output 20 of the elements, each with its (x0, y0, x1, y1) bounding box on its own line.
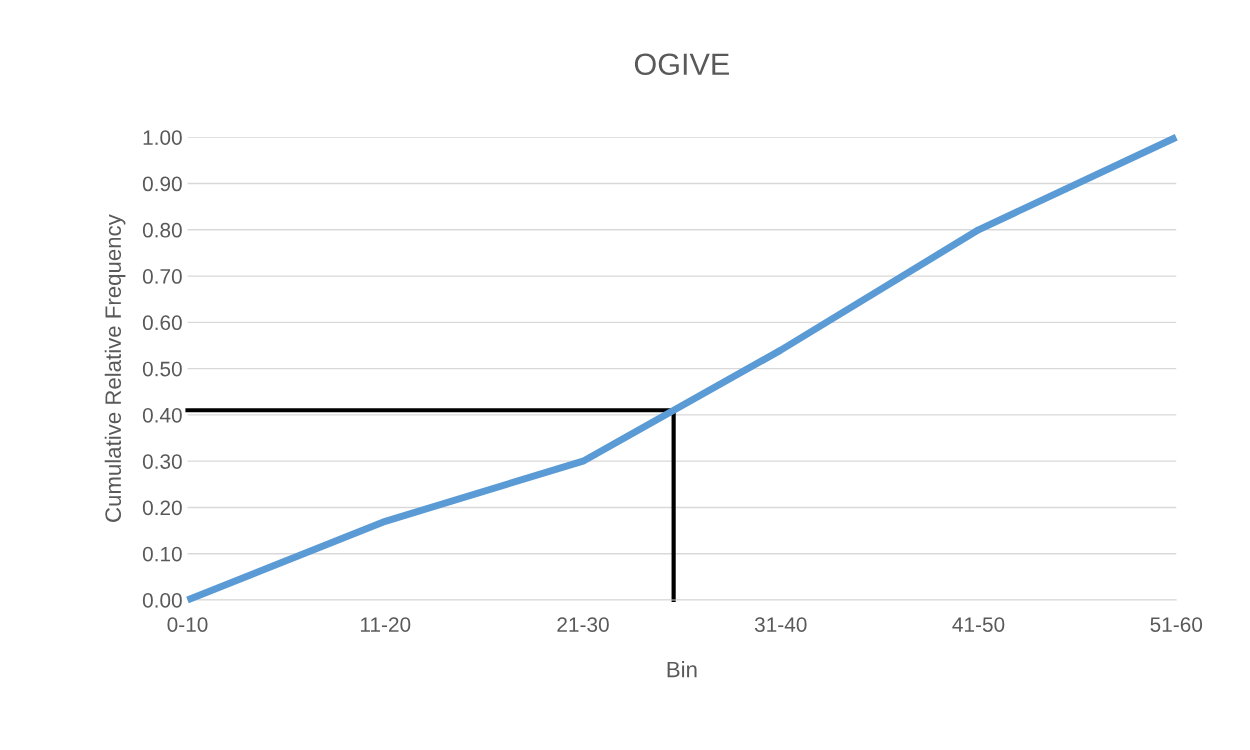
y-tick-label: 0.90 (142, 176, 182, 192)
y-tick-label: 0.30 (142, 454, 182, 469)
y-tick-label: 0.70 (142, 269, 182, 284)
y-tick-label: 0.00 (142, 593, 182, 608)
y-tick-label: 0.60 (142, 315, 182, 331)
x-tick-label: 51-60 (1150, 617, 1203, 632)
x-tick-label: 11-20 (360, 617, 411, 632)
y-tick-label: 1.00 (143, 130, 182, 145)
y-tick-label: 0.20 (142, 500, 182, 516)
y-tick-label: 0.50 (142, 361, 182, 377)
y-axis-title: Cumulative Relative Frequency (104, 214, 126, 522)
y-tick-label: 0.40 (142, 407, 182, 423)
x-tick-label: 21-30 (557, 617, 609, 632)
y-tick-label: 0.10 (142, 546, 182, 562)
chart-title: OGIVE (634, 53, 729, 76)
x-axis-title: Bin (667, 661, 697, 678)
x-tick-label: 31-40 (754, 617, 807, 632)
x-tick-label: 0-10 (167, 617, 208, 632)
y-tick-label: 0.80 (142, 222, 182, 238)
x-tick-label: 41-50 (952, 617, 1005, 632)
